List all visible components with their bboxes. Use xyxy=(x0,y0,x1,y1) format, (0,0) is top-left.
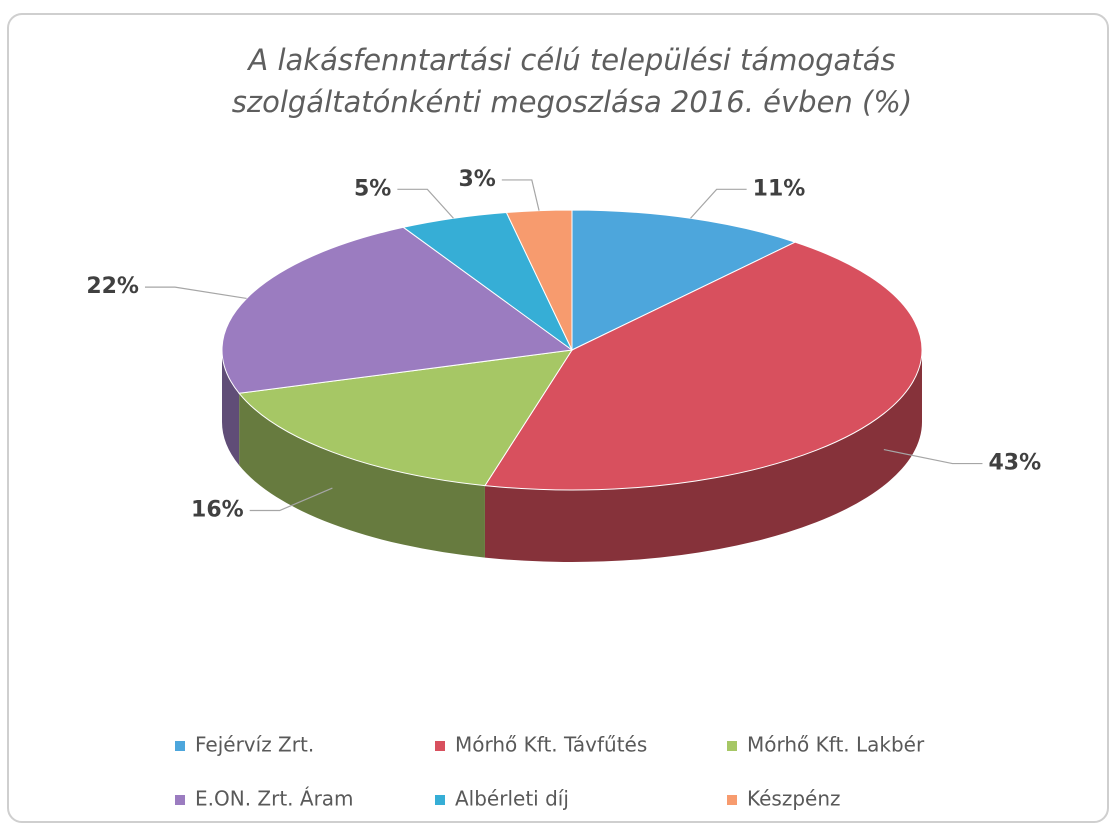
chart-title: szolgáltatónkénti megoszlása 2016. évben… xyxy=(232,85,912,119)
slice-side xyxy=(222,350,240,466)
slice-side xyxy=(239,393,485,558)
legend-label: Mórhő Kft. Lakbér xyxy=(747,733,925,757)
legend-label: Albérleti díj xyxy=(455,787,569,811)
legend-label: Mórhő Kft. Távfűtés xyxy=(455,733,647,757)
data-label: 5% xyxy=(354,176,391,201)
slice xyxy=(221,226,574,394)
chart-title: A lakásfenntartási célú települési támog… xyxy=(246,43,895,77)
leader-line xyxy=(249,487,333,512)
data-label: 3% xyxy=(458,167,495,192)
data-label: 43% xyxy=(988,451,1041,476)
leader-line xyxy=(144,286,247,300)
legend-label: Készpénz xyxy=(747,787,841,811)
slice xyxy=(571,209,797,351)
slice xyxy=(505,209,573,351)
legend-swatch xyxy=(435,795,445,805)
legend-swatch xyxy=(175,795,185,805)
leader-line xyxy=(501,179,540,211)
data-label: 22% xyxy=(86,274,139,299)
data-label: 11% xyxy=(753,176,806,201)
legend-label: E.ON. Zrt. Áram xyxy=(195,787,354,811)
slice xyxy=(484,241,923,491)
leader-line xyxy=(397,188,454,219)
legend-swatch xyxy=(175,741,185,751)
leader-line xyxy=(690,188,747,219)
legend-swatch xyxy=(435,741,445,751)
legend-swatch xyxy=(727,795,737,805)
slice-side xyxy=(484,350,922,562)
legend-label: Fejérvíz Zrt. xyxy=(195,733,314,757)
data-label: 16% xyxy=(191,498,244,523)
legend-swatch xyxy=(727,741,737,751)
slice xyxy=(238,349,574,487)
leader-line xyxy=(883,448,983,465)
